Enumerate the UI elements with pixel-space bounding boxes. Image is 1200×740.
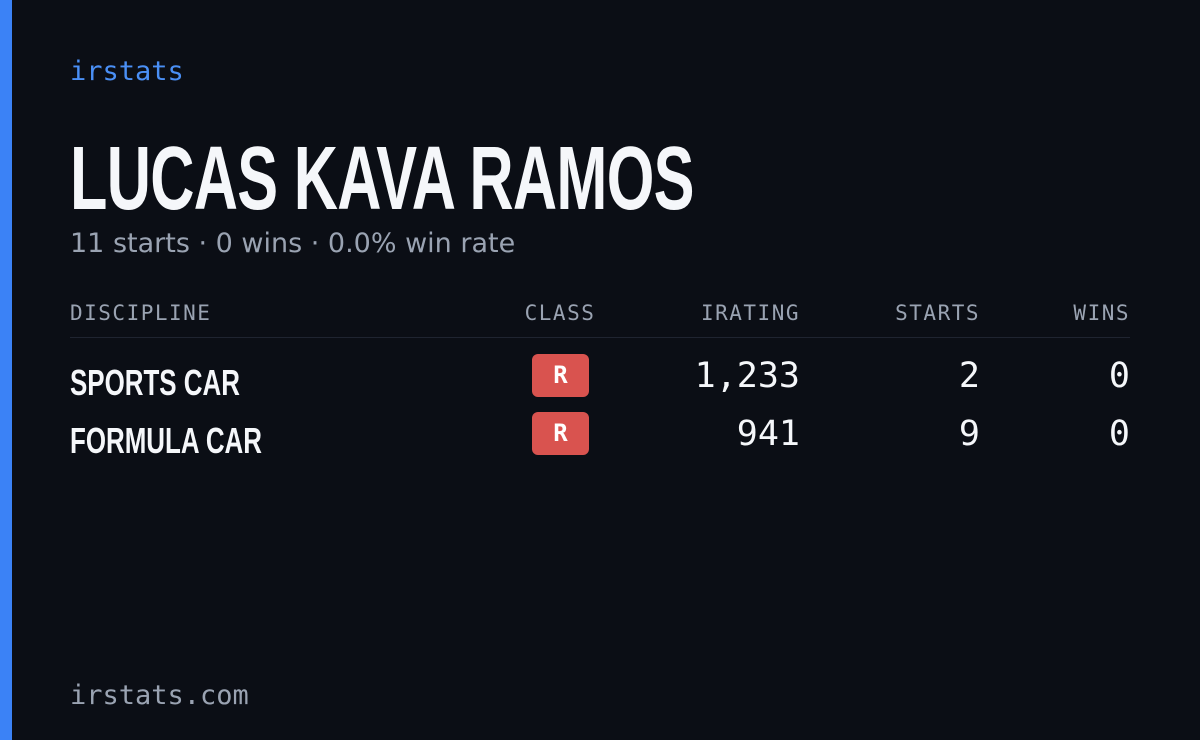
footer: irstats.com [70,680,249,711]
class-badge: R [532,412,589,455]
discipline: SPORTS CAR [70,362,240,403]
stat-value: 9 [958,414,980,454]
column-header: STARTS [895,301,980,325]
driver-summary: 11 starts · 0 wins · 0.0% win rate [70,228,516,259]
stat-value: 2 [958,356,980,396]
stat-value: 1,233 [694,356,800,396]
column-header: IRATING [700,301,800,325]
stat-value: 941 [736,414,800,454]
driver-name: LUCAS KAVA RAMOS [70,129,694,229]
class-badge: R [532,354,589,397]
brand: irstats [70,56,184,87]
column-header: WINS [1073,301,1130,325]
accent-bar [0,0,12,740]
header-divider [70,337,1130,338]
column-header: DISCIPLINE [70,301,212,325]
discipline: FORMULA CAR [70,420,262,461]
stat-value: 0 [1108,414,1130,454]
column-header: CLASS [524,301,596,325]
stat-value: 0 [1108,356,1130,396]
